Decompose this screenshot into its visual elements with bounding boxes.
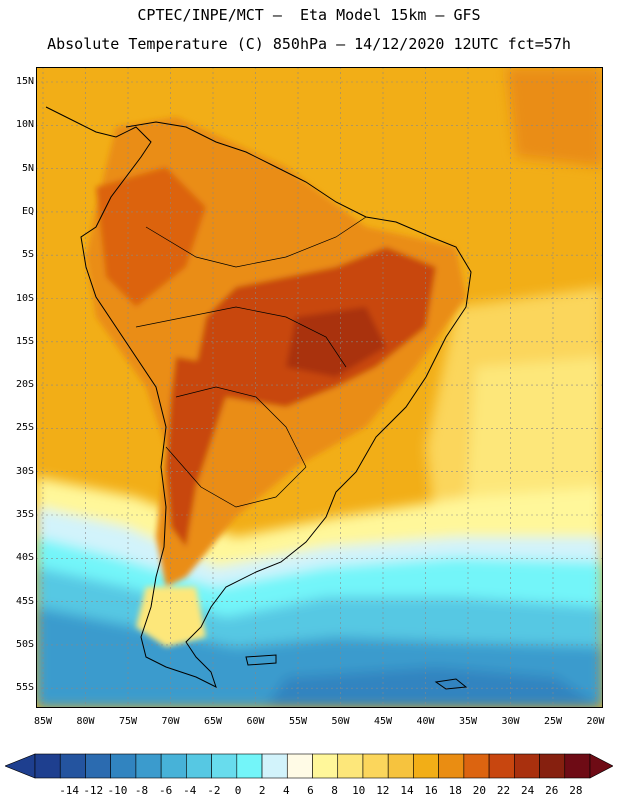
lon-label: 50W: [331, 716, 350, 727]
lon-label: 75W: [118, 716, 138, 727]
colorbar-swatch: [160, 753, 187, 779]
map-title-line-1: CPTEC/INPE/MCT – Eta Model 15km – GFS: [137, 6, 481, 24]
falkland-islands: [245, 654, 277, 666]
lat-label: 10S: [15, 292, 34, 304]
lat-label: 35S: [15, 509, 34, 520]
lat-label: 5N: [21, 162, 34, 174]
colorbar-label: 26: [545, 784, 559, 797]
south-america-coast: [45, 106, 472, 688]
colorbar-max-arrow: [589, 753, 613, 779]
colorbar-label: 24: [520, 784, 535, 797]
colorbar-swatch: [286, 753, 313, 779]
colorbar-swatch: [463, 753, 490, 779]
colorbar-swatch: [186, 753, 212, 779]
colorbar-swatch: [488, 753, 515, 779]
colorbar-label: -14: [59, 784, 80, 797]
lon-label: 40W: [416, 716, 435, 727]
lat-label: 50S: [15, 638, 34, 650]
lat-label: 5S: [21, 249, 34, 261]
lon-label: 55W: [288, 716, 308, 727]
colorbar-label: 4: [282, 784, 290, 797]
colorbar-label: 14: [400, 784, 414, 797]
lon-label: 20W: [586, 716, 605, 727]
border-argentina: [165, 446, 307, 508]
lat-label: 30S: [15, 465, 34, 477]
colorbar-swatch: [59, 753, 86, 779]
lat-label: EQ: [21, 205, 34, 217]
land-heat: [86, 117, 466, 647]
colorbar-label: 28: [569, 784, 583, 797]
lat-label: 40S: [15, 552, 34, 564]
colorbar-swatch: [514, 753, 540, 779]
colorbar-label: -4: [183, 784, 197, 797]
colorbar-label: -10: [107, 784, 128, 797]
colorbar-swatch: [261, 753, 288, 779]
lon-label: 30W: [501, 716, 520, 727]
lon-label: 35W: [458, 716, 478, 727]
colorbar-label: 6: [307, 784, 314, 797]
colorbar-swatch: [85, 753, 111, 779]
colorbar-swatch: [413, 753, 439, 779]
country-borders: [135, 216, 367, 508]
colorbar-swatch: [312, 753, 339, 779]
coastline: [45, 106, 472, 690]
colorbar-label: 20: [472, 784, 486, 797]
colorbar-min-arrow: [5, 753, 36, 779]
lat-label: 15S: [15, 335, 34, 347]
border-paraguay: [175, 386, 307, 468]
map-title-line-2: Absolute Temperature (C) 850hPa – 14/12/…: [47, 35, 571, 53]
lat-label: 55S: [15, 682, 34, 694]
colorbar-swatch: [362, 753, 389, 779]
colorbar-swatch: [564, 753, 591, 779]
colorbar-label: 10: [352, 784, 366, 797]
lat-label: 20S: [15, 379, 34, 391]
field-20-22-andes: [96, 167, 206, 307]
lon-label: 60W: [246, 716, 265, 727]
colorbar: [5, 753, 613, 779]
temperature-map-svg: [36, 67, 603, 708]
lat-label: 15N: [15, 76, 34, 87]
colorbar-swatch: [110, 753, 137, 779]
colorbar-label: -2: [207, 784, 221, 797]
colorbar-label: -12: [83, 784, 104, 797]
colorbar-label: 12: [376, 784, 390, 797]
south-georgia: [434, 678, 468, 690]
border-brazil-west: [135, 306, 347, 368]
lat-label: 25S: [15, 422, 34, 434]
lon-label: 65W: [203, 716, 223, 727]
colorbar-label: 18: [448, 784, 462, 797]
colorbar-label: 8: [331, 784, 338, 797]
colorbar-label: -6: [159, 784, 173, 797]
field-12-14-patagonia: [136, 587, 206, 647]
field-18-20-ne: [506, 67, 603, 167]
border-north: [145, 216, 367, 268]
field-neg8-neg6: [266, 667, 603, 708]
colorbar-label: 0: [234, 784, 242, 797]
colorbar-label: 22: [496, 784, 511, 797]
colorbar-swatch: [387, 753, 414, 779]
field-22-24-chaco: [166, 357, 236, 547]
colorbar-label: 16: [424, 784, 438, 797]
colorbar-label: -8: [134, 784, 149, 797]
colorbar-swatch: [438, 753, 465, 779]
lon-label: 45W: [373, 716, 393, 727]
temperature-map: [36, 67, 603, 708]
lon-label: 80W: [76, 716, 95, 727]
map-border: [36, 67, 603, 708]
lon-label: 25W: [543, 716, 563, 727]
colorbar-swatch: [337, 753, 364, 779]
lon-label: 70W: [161, 716, 180, 727]
colorbar-swatch: [539, 753, 566, 779]
colorbar-swatch: [211, 753, 238, 779]
lon-label: 85W: [33, 716, 53, 727]
colorbar-swatch: [34, 753, 61, 779]
field-12-14: [466, 357, 603, 507]
colorbar-label: 2: [258, 784, 266, 797]
colorbar-swatch: [135, 753, 162, 779]
lat-label: 10N: [15, 119, 34, 131]
colorbar-swatch: [236, 753, 263, 779]
lat-label: 45S: [15, 595, 34, 607]
